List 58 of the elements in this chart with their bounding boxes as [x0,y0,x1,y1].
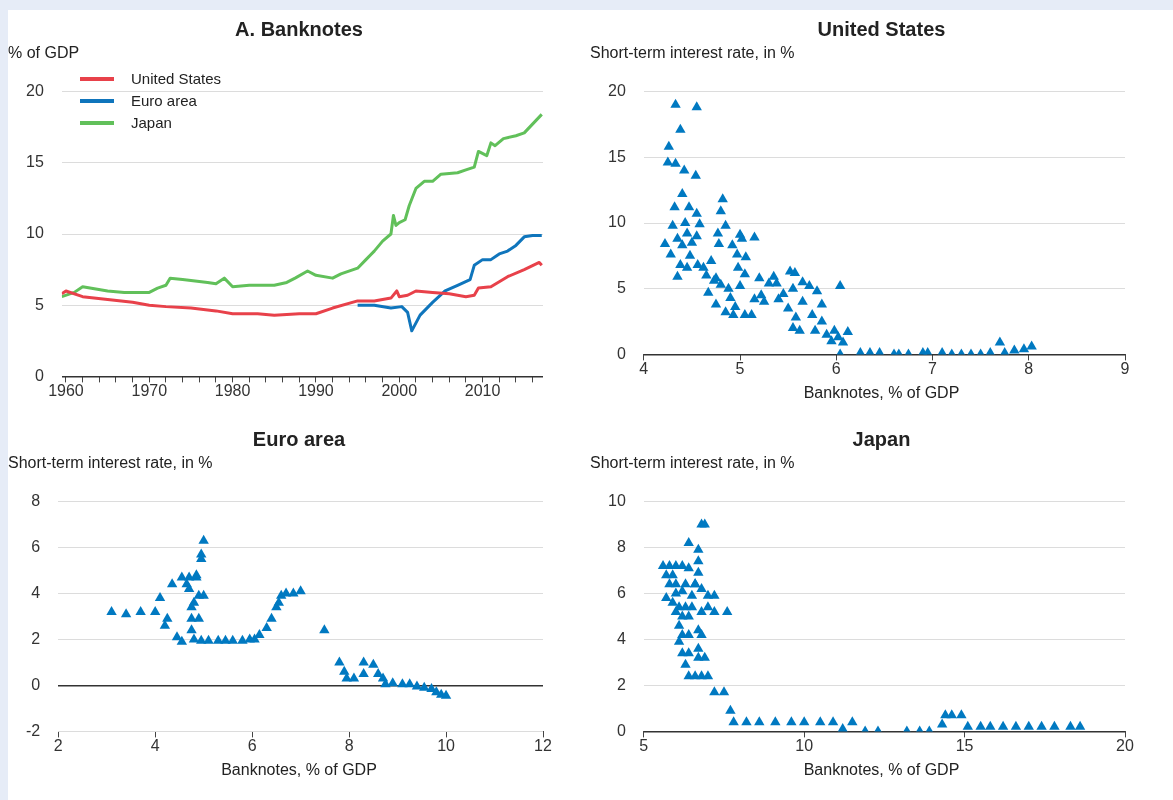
x-tick-label: 6 [831,360,841,378]
y-tick-label: 2 [31,629,41,647]
chart-title: United States [816,18,947,42]
x-tick-label: 6 [247,737,257,755]
y-tick-label: 20 [26,82,44,100]
chart-title: A. Banknotes [234,18,364,42]
x-tick-label: 2010 [464,382,501,400]
y-axis-title: Short-term interest rate, in % [590,454,796,473]
y-tick-label: 8 [31,492,41,510]
x-tick-label: 10 [437,737,456,755]
y-tick-label: 6 [616,583,626,601]
y-tick-label: 0 [34,366,44,384]
y-tick-label: 0 [31,675,41,693]
x-tick-label: 1960 [48,382,84,400]
x-tick-label: 2 [53,737,63,755]
x-tick-label: 8 [344,737,354,755]
x-axis-title: Banknotes, % of GDP [220,761,378,779]
legend-label: Euro area [131,91,197,111]
y-tick-label: 0 [616,721,626,739]
legend-label: Japan [131,113,172,133]
x-tick-label: 1990 [298,382,334,400]
legend-label: United States [131,69,222,89]
y-tick-label: 2 [616,675,626,693]
y-axis-title: % of GDP [8,44,81,63]
y-tick-label: 20 [608,82,626,100]
y-tick-label: 5 [616,279,626,297]
y-tick-label: 0 [616,344,626,362]
chart-title: Euro area [251,428,347,452]
y-axis-title: Short-term interest rate, in % [590,44,796,63]
x-tick-label: 2000 [381,382,418,400]
y-tick-label: 6 [31,537,41,555]
x-tick-label: 1970 [131,382,168,400]
x-tick-label: 12 [534,737,552,755]
y-tick-label: 15 [26,153,44,171]
y-tick-label: -2 [25,721,41,739]
x-tick-label: 5 [639,737,649,755]
x-axis-title: Banknotes, % of GDP [802,384,961,402]
y-tick-label: 10 [608,213,626,231]
x-tick-label: 9 [1120,360,1130,378]
x-axis-title: Banknotes, % of GDP [802,761,961,779]
x-tick-label: 1980 [214,382,251,400]
chart-title: Japan [851,428,912,452]
x-tick-label: 20 [1116,737,1134,755]
y-axis-title: Short-term interest rate, in % [8,454,214,473]
y-tick-label: 5 [34,295,44,313]
y-tick-label: 4 [616,629,626,647]
x-tick-label: 10 [795,737,814,755]
y-tick-label: 15 [608,147,626,165]
x-tick-label: 15 [955,737,974,755]
y-tick-label: 8 [616,537,626,555]
x-tick-label: 7 [928,360,938,378]
x-tick-label: 4 [150,737,160,755]
y-tick-label: 10 [26,224,44,242]
y-tick-label: 4 [31,583,41,601]
y-tick-label: 10 [608,492,626,510]
x-tick-label: 4 [639,360,649,378]
x-tick-label: 5 [735,360,745,378]
x-tick-label: 8 [1024,360,1034,378]
